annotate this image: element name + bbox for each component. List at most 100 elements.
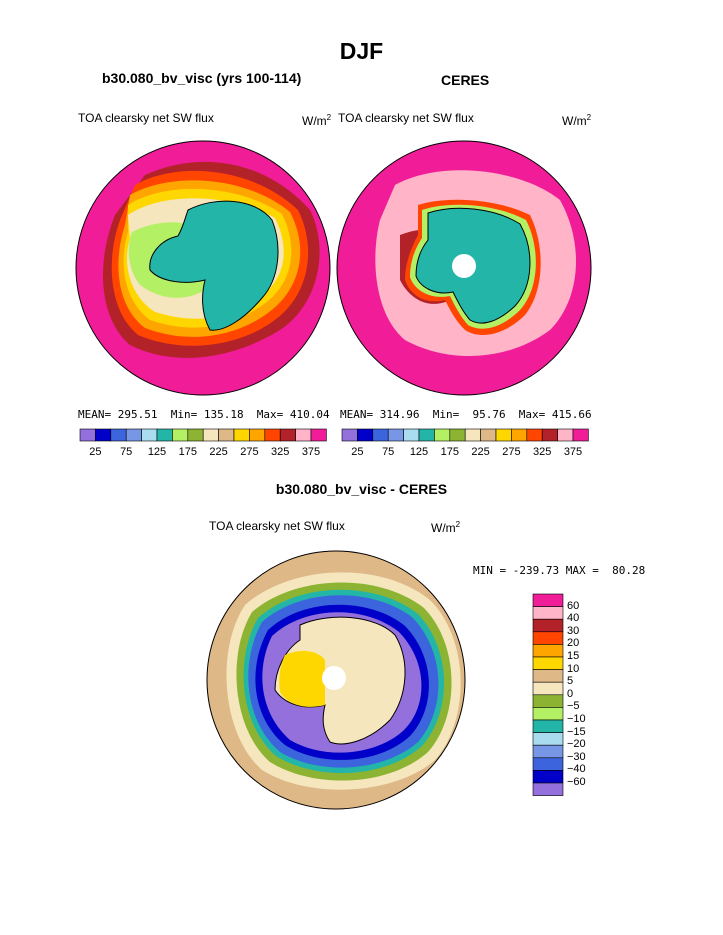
left-map-border: [75, 140, 331, 396]
tick-label: 5: [567, 675, 574, 688]
right-field-label: TOA clearsky net SW flux: [338, 111, 474, 125]
color-bar-swatch: [79, 428, 96, 442]
tick-label: 125: [147, 446, 167, 458]
color-bar-swatch: [202, 428, 219, 442]
tick-label: −40: [567, 763, 586, 776]
color-bar-swatch: [480, 428, 497, 442]
color-bar-swatch: [532, 656, 564, 670]
color-bar-swatch: [532, 681, 564, 696]
left-polar-map: [76, 141, 330, 395]
right-color-bar: [341, 428, 589, 442]
tick-label: 15: [567, 650, 580, 662]
right-stats: MEAN= 314.96 Min= 95.76 Max= 415.66: [340, 408, 592, 421]
tick-label: −30: [567, 750, 586, 763]
difference-field-label: TOA clearsky net SW flux: [209, 519, 345, 533]
color-bar-swatch: [511, 428, 528, 442]
color-bar-swatch: [218, 428, 235, 442]
color-bar-swatch: [249, 428, 266, 442]
color-bar-swatch: [541, 428, 558, 442]
color-bar-swatch: [357, 428, 374, 442]
color-bar-swatch: [172, 428, 189, 442]
left-units: W/m2: [302, 113, 332, 128]
color-bar-swatch: [187, 428, 204, 442]
left-stats: MEAN= 295.51 Min= 135.18 Max= 410.04: [78, 408, 330, 421]
difference-polar-map: [207, 551, 465, 809]
difference-map-border: [206, 550, 466, 810]
color-bar-swatch: [95, 428, 112, 442]
difference-stats: MIN = -239.73 MAX = 80.28: [473, 564, 646, 577]
tick-label: 40: [567, 612, 580, 625]
color-bar-swatch: [295, 428, 312, 442]
color-bar-swatch: [532, 782, 564, 796]
right-polar-map: [337, 141, 591, 395]
tick-label: 10: [567, 662, 580, 675]
right-units: W/m2: [562, 113, 592, 128]
color-bar-swatch: [572, 428, 589, 442]
tick-label: 225: [471, 446, 490, 458]
color-bar-swatch: [532, 744, 564, 759]
tick-label: 20: [567, 637, 580, 650]
tick-label: −20: [567, 738, 586, 751]
difference-units: W/m2: [431, 520, 461, 535]
right-panel-title: CERES: [441, 72, 490, 88]
difference-color-bar: [532, 593, 564, 796]
tick-label: −10: [567, 713, 586, 725]
tick-label: 275: [502, 446, 521, 458]
color-bar-swatch: [233, 428, 250, 442]
tick-label: 25: [89, 446, 102, 458]
color-bar-swatch: [495, 428, 512, 442]
tick-label: −15: [567, 725, 586, 738]
tick-label: 375: [301, 446, 321, 458]
color-bar-swatch: [532, 694, 564, 708]
color-bar-swatch: [264, 428, 281, 442]
page-title: DJF: [339, 38, 384, 64]
tick-label: 75: [382, 446, 395, 458]
left-field-label: TOA clearsky net SW flux: [78, 111, 214, 125]
tick-label: 275: [240, 446, 259, 458]
tick-label: 175: [178, 446, 197, 458]
color-bar-swatch: [532, 631, 564, 645]
tick-label: 60: [567, 599, 580, 612]
tick-label: 0: [567, 687, 574, 700]
color-bar-swatch: [532, 606, 564, 620]
color-bar-swatch: [526, 428, 543, 442]
color-bar-swatch: [125, 428, 142, 442]
tick-label: 30: [567, 624, 580, 637]
color-bar-swatch: [372, 428, 389, 442]
tick-label: 125: [409, 446, 429, 458]
color-bar-swatch: [110, 428, 127, 442]
tick-label: 175: [440, 446, 459, 458]
color-bar-swatch: [403, 428, 420, 442]
color-bar-swatch: [532, 732, 564, 746]
tick-label: −60: [567, 776, 586, 788]
color-bar-swatch: [449, 428, 466, 442]
color-bar-swatch: [156, 428, 173, 442]
tick-label: 325: [533, 446, 552, 458]
color-bar-swatch: [434, 428, 451, 442]
color-bar-swatch: [532, 644, 564, 658]
color-bar-swatch: [141, 428, 158, 442]
right-map-border: [336, 140, 592, 396]
color-bar-swatch: [532, 618, 564, 633]
color-bar-swatch: [532, 770, 564, 784]
tick-label: 375: [563, 446, 583, 458]
color-bar-swatch: [464, 428, 481, 442]
color-bar-swatch: [387, 428, 404, 442]
color-bar-swatch: [341, 428, 358, 442]
color-bar-swatch: [532, 593, 564, 607]
color-bar-swatch: [532, 719, 564, 733]
color-bar-swatch: [557, 428, 574, 442]
tick-label: 325: [271, 446, 290, 458]
left-panel-title: b30.080_bv_visc (yrs 100-114): [102, 70, 302, 86]
tick-label: 25: [351, 446, 364, 458]
color-bar-swatch: [532, 707, 564, 721]
color-bar-swatch: [310, 428, 327, 442]
tick-label: 75: [120, 446, 133, 458]
tick-label: 225: [209, 446, 228, 458]
left-color-bar: [79, 428, 327, 442]
color-bar-swatch: [532, 669, 564, 683]
color-bar-swatch: [279, 428, 296, 442]
difference-panel-title: b30.080_bv_visc - CERES: [275, 481, 448, 497]
color-bar-swatch: [532, 757, 564, 771]
